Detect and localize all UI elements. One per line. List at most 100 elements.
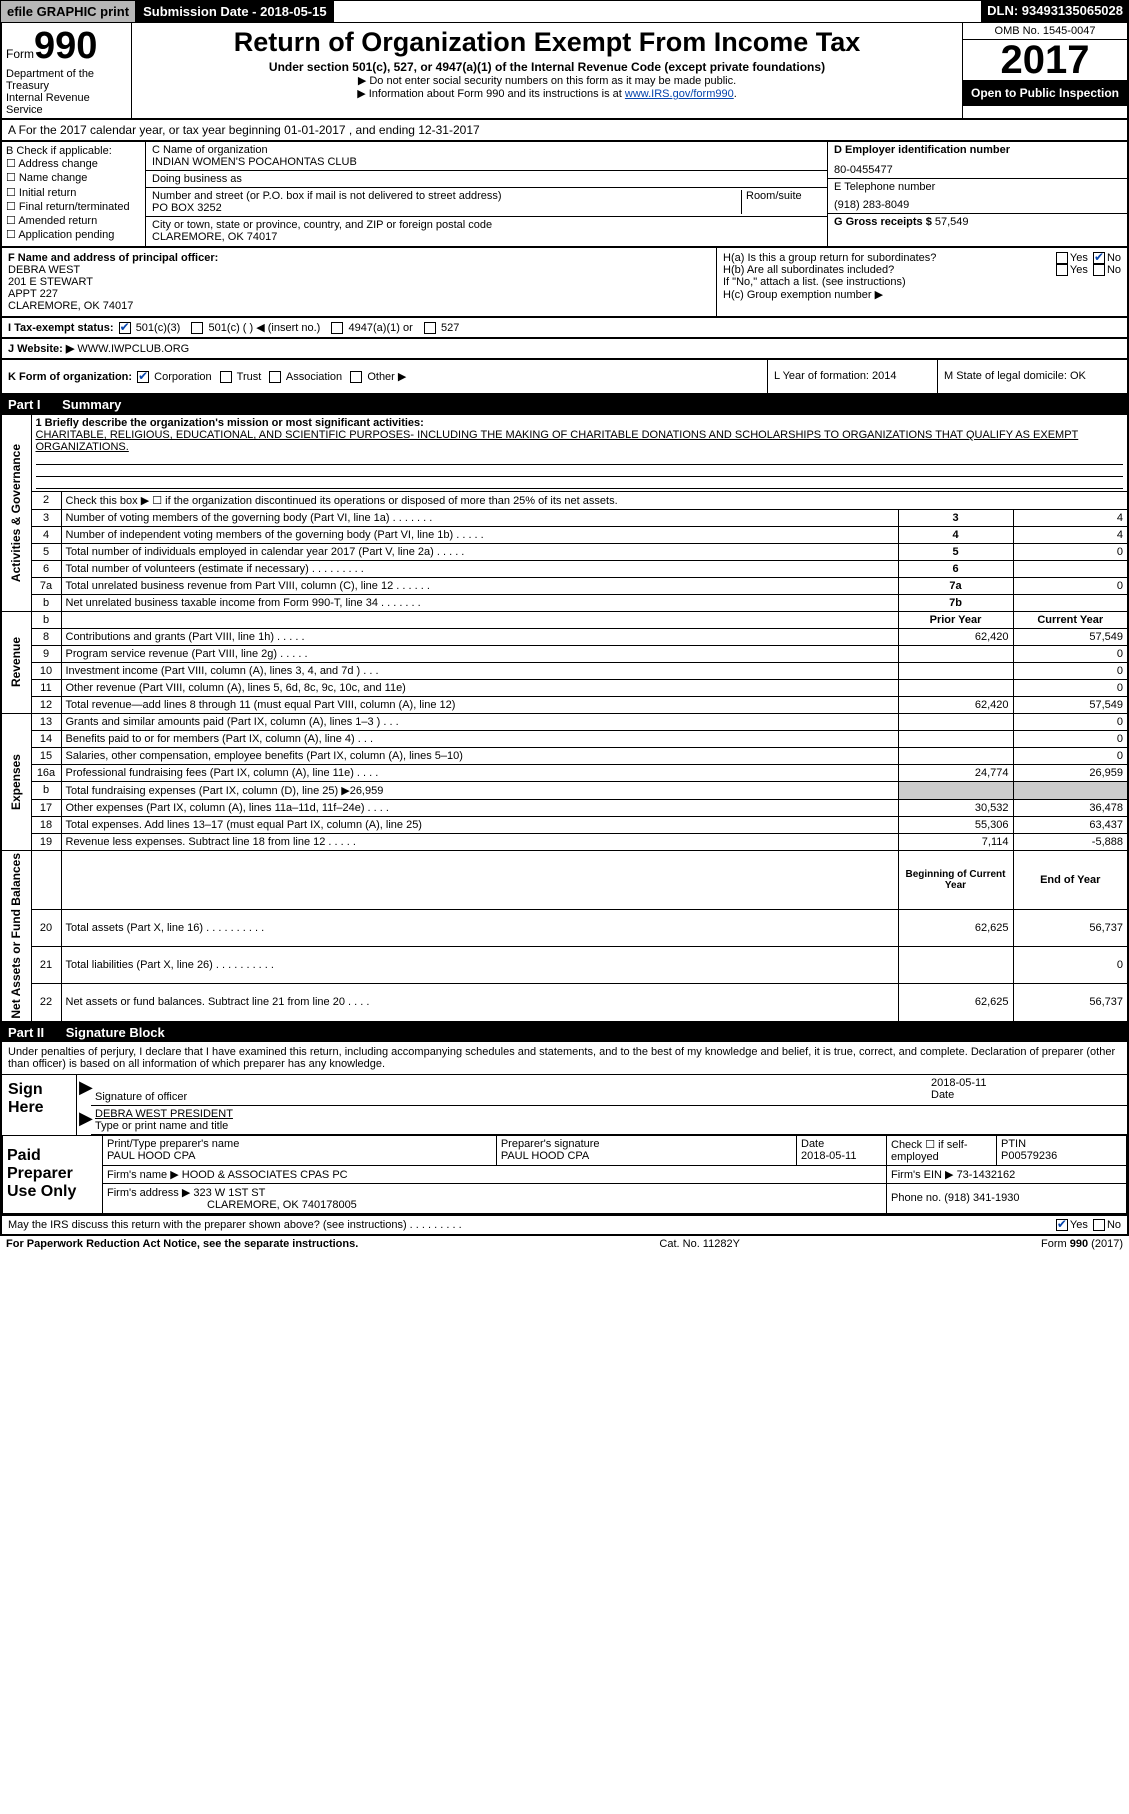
b-header: B Check if applicable:	[6, 145, 141, 157]
cell-shade	[1013, 781, 1128, 799]
k-assoc-checkbox[interactable]	[269, 371, 281, 383]
signature-block: Under penalties of perjury, I declare th…	[0, 1042, 1129, 1216]
k-opt-1: Trust	[237, 371, 262, 383]
perjury-statement: Under penalties of perjury, I declare th…	[2, 1042, 1127, 1074]
prior-val	[898, 713, 1013, 730]
hb-yes-checkbox[interactable]	[1056, 264, 1068, 276]
chk-amended-return[interactable]: ☐ Amended return	[6, 214, 141, 228]
line-num: 14	[31, 730, 61, 747]
line-text: Total expenses. Add lines 13–17 (must eq…	[61, 816, 898, 833]
line-num: 20	[31, 909, 61, 946]
k-other-checkbox[interactable]	[350, 371, 362, 383]
f-line-2: APPT 227	[8, 288, 710, 300]
line-num: 21	[31, 946, 61, 983]
line-key: 5	[898, 543, 1013, 560]
line-key: 7a	[898, 577, 1013, 594]
sig-arrow-icon: ▶	[77, 1075, 91, 1106]
city-label: City or town, state or province, country…	[152, 219, 821, 231]
addr-label: Number and street (or P.O. box if mail i…	[152, 190, 741, 202]
blank	[61, 611, 898, 628]
row-j: J Website: ▶ WWW.IWPCLUB.ORG	[0, 339, 1129, 360]
chk-address-change[interactable]: ☐ Address change	[6, 157, 141, 171]
submission-date: Submission Date - 2018-05-15	[136, 0, 334, 23]
i-4947-checkbox[interactable]	[331, 322, 343, 334]
efile-label[interactable]: efile GRAPHIC print	[0, 0, 136, 23]
phone-value: (918) 283-8049	[834, 199, 1121, 211]
chk-initial-return[interactable]: ☐ Initial return	[6, 186, 141, 200]
ptin-label: PTIN	[1001, 1138, 1122, 1150]
line-num: 17	[31, 799, 61, 816]
prior-val: 7,114	[898, 833, 1013, 850]
prior-val	[898, 679, 1013, 696]
hdr-left: Form990 Department of the Treasury Inter…	[2, 23, 132, 118]
p-name: PAUL HOOD CPA	[107, 1150, 492, 1162]
dept-label: Department of the Treasury Internal Reve…	[6, 68, 127, 116]
c-name-label: C Name of organization	[152, 144, 821, 156]
line-key: 4	[898, 526, 1013, 543]
i-501c-checkbox[interactable]	[191, 322, 203, 334]
f-line-0: DEBRA WEST	[8, 264, 710, 276]
line-num: 10	[31, 662, 61, 679]
vlabel-net: Net Assets or Fund Balances	[1, 850, 31, 1021]
line-text: Check this box ▶ ☐ if the organization d…	[61, 491, 1128, 509]
chk-app-pending[interactable]: ☐ Application pending	[6, 228, 141, 242]
hb-no-checkbox[interactable]	[1093, 264, 1105, 276]
k-corp-checkbox[interactable]	[137, 371, 149, 383]
firm-name: HOOD & ASSOCIATES CPAS PC	[182, 1169, 348, 1181]
k-trust-checkbox[interactable]	[220, 371, 232, 383]
prior-val	[898, 946, 1013, 983]
self-emp[interactable]: Check ☐ if self-employed	[887, 1135, 997, 1165]
curr-val: 0	[1013, 713, 1128, 730]
p-date: 2018-05-11	[801, 1150, 882, 1162]
i-501c3-checkbox[interactable]	[119, 322, 131, 334]
chk-name-change[interactable]: ☐ Name change	[6, 171, 141, 185]
vlabel-rev: Revenue	[1, 611, 31, 713]
hb-label: H(b) Are all subordinates included?	[723, 264, 894, 276]
p-date-label: Date	[801, 1138, 882, 1150]
yes-label-3: Yes	[1070, 1219, 1088, 1231]
line-num: 19	[31, 833, 61, 850]
part-i-name: Summary	[62, 397, 121, 412]
dba-label: Doing business as	[152, 173, 821, 185]
i-527-checkbox[interactable]	[424, 322, 436, 334]
ha-no-checkbox[interactable]	[1093, 252, 1105, 264]
ha-yes-checkbox[interactable]	[1056, 252, 1068, 264]
line-text: Salaries, other compensation, employee b…	[61, 747, 898, 764]
gross-label: G Gross receipts $	[834, 216, 932, 228]
line-key: 3	[898, 509, 1013, 526]
part-ii-header: Part II Signature Block	[0, 1023, 1129, 1042]
ha-label: H(a) Is this a group return for subordin…	[723, 252, 936, 264]
firm-ein: 73-1432162	[957, 1169, 1016, 1181]
h-section: H(a) Is this a group return for subordin…	[717, 248, 1127, 316]
footer-right: Form 990 (2017)	[1041, 1238, 1123, 1250]
line-num: 22	[31, 983, 61, 1021]
i-opt-0: 501(c)(3)	[136, 322, 181, 334]
sig-officer-label: Signature of officer	[95, 1091, 923, 1103]
hdr-center: Return of Organization Exempt From Incom…	[132, 23, 963, 118]
line-text: Other expenses (Part IX, column (A), lin…	[61, 799, 898, 816]
addr-value: PO BOX 3252	[152, 202, 741, 214]
line-num: 18	[31, 816, 61, 833]
curr-val: -5,888	[1013, 833, 1128, 850]
no-label-3: No	[1107, 1219, 1121, 1231]
chk-final-return[interactable]: ☐ Final return/terminated	[6, 200, 141, 214]
firm-addr: 323 W 1ST ST	[193, 1187, 265, 1199]
note-no-ssn: ▶ Do not enter social security numbers o…	[138, 74, 956, 87]
curr-val: 57,549	[1013, 628, 1128, 645]
line-num: b	[31, 781, 61, 799]
discuss-yes-checkbox[interactable]	[1056, 1219, 1068, 1231]
firm-ein-label: Firm's EIN ▶	[891, 1169, 954, 1181]
firm-addr-label: Firm's address ▶	[107, 1187, 190, 1199]
p-sig: PAUL HOOD CPA	[501, 1150, 792, 1162]
line-text: Revenue less expenses. Subtract line 18 …	[61, 833, 898, 850]
line-num: 11	[31, 679, 61, 696]
line-text: Net unrelated business taxable income fr…	[61, 594, 898, 611]
discuss-no-checkbox[interactable]	[1093, 1219, 1105, 1231]
curr-val: 36,478	[1013, 799, 1128, 816]
room-label: Room/suite	[746, 190, 821, 202]
prior-val: 62,420	[898, 628, 1013, 645]
city-value: CLAREMORE, OK 74017	[152, 231, 821, 243]
irs-link[interactable]: www.IRS.gov/form990	[625, 88, 734, 100]
vlabel: Expenses	[1, 713, 31, 850]
line-num: 13	[31, 713, 61, 730]
